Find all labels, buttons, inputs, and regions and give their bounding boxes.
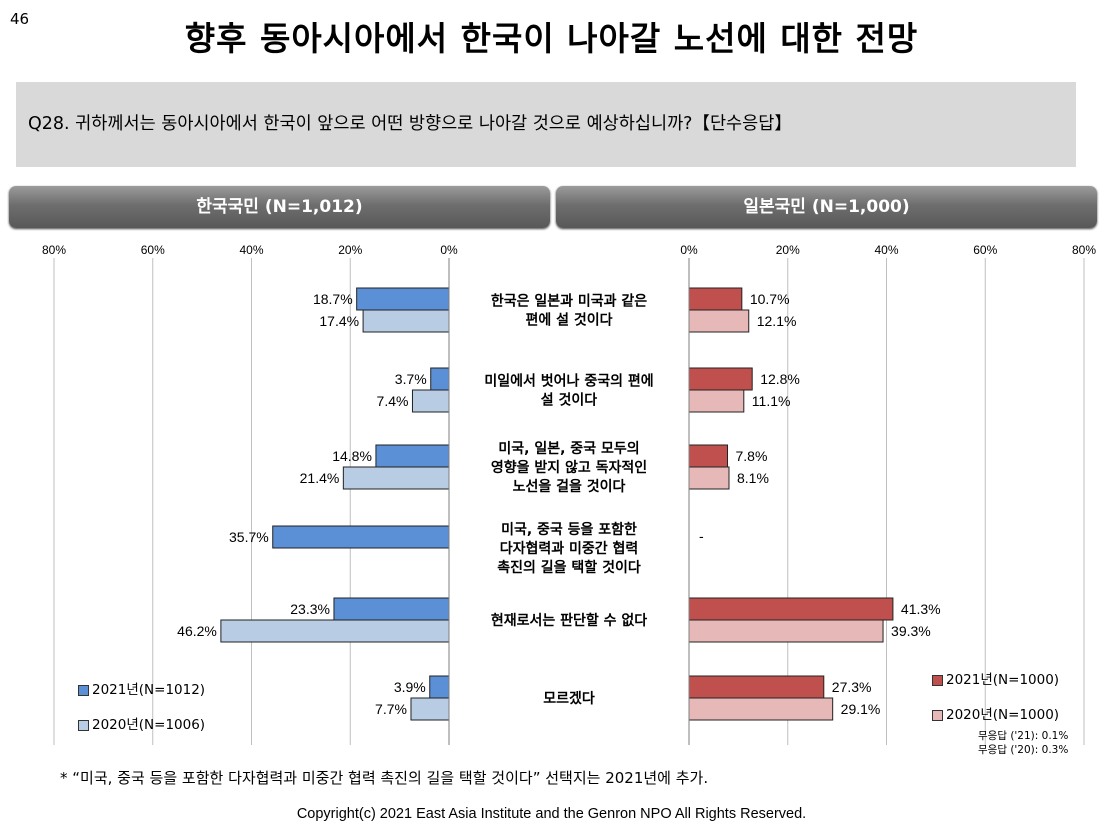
legend-label-japan-2020: 2020년(N=1000) bbox=[946, 707, 1060, 723]
category-label: 노선을 걸을 것이다 bbox=[513, 478, 626, 495]
data-label-japan-2020: 8.1% bbox=[737, 470, 769, 486]
bar-korea-2020 bbox=[220, 619, 450, 643]
legend-swatch-japan-2021 bbox=[932, 674, 943, 686]
data-label-japan-2020: 12.1% bbox=[757, 313, 797, 329]
bar-korea-2021 bbox=[375, 444, 450, 468]
tick-label-left: 40% bbox=[239, 243, 263, 257]
tick-label-left: 20% bbox=[338, 243, 362, 257]
data-label-japan-2020: 11.1% bbox=[752, 393, 791, 409]
data-label-korea-2020: 17.4% bbox=[319, 313, 359, 329]
category-label: 미국, 일본, 중국 모두의 bbox=[498, 440, 639, 457]
footnote: * “미국, 중국 등을 포함한 다자협력과 미중간 협력 촉진의 길을 택할 … bbox=[60, 769, 709, 787]
bar-korea-2021 bbox=[430, 367, 450, 391]
missing-value-label: - bbox=[699, 528, 704, 544]
category-label: 미국, 중국 등을 포함한 bbox=[501, 521, 637, 538]
tick-label-right: 0% bbox=[680, 243, 698, 257]
bar-korea-2021 bbox=[272, 525, 450, 549]
data-label-japan-2021: 10.7% bbox=[750, 291, 790, 307]
category-label: 미일에서 벗어나 중국의 편에 bbox=[484, 373, 653, 390]
legend-swatch-japan-2020 bbox=[932, 709, 943, 721]
data-label-japan-2021: 7.8% bbox=[736, 448, 768, 464]
data-label-korea-2021: 35.7% bbox=[229, 529, 269, 545]
question-box: Q28. 귀하께서는 동아시아에서 한국이 앞으로 어떤 방향으로 나아갈 것으… bbox=[16, 82, 1076, 167]
data-label-korea-2020: 21.4% bbox=[300, 470, 340, 486]
bar-japan-2020 bbox=[688, 697, 834, 721]
bar-japan-2020 bbox=[688, 466, 730, 490]
data-label-japan-2021: 27.3% bbox=[832, 679, 872, 695]
legend-korea-2021: 2021년(N=1012) bbox=[78, 678, 205, 698]
data-label-japan-2021: 12.8% bbox=[760, 371, 800, 387]
no-response-2020: 무응답 ('20): 0.3% bbox=[978, 744, 1069, 756]
tick-label-left: 0% bbox=[440, 243, 458, 257]
tick-label-right: 40% bbox=[874, 243, 898, 257]
bar-korea-2020 bbox=[362, 309, 450, 333]
bar-korea-2021 bbox=[356, 287, 450, 311]
data-label-korea-2021: 3.7% bbox=[395, 371, 427, 387]
page-number: 46 bbox=[10, 10, 30, 28]
category-label: 설 것이다 bbox=[541, 392, 598, 409]
data-label-japan-2021: 41.3% bbox=[901, 601, 941, 617]
legend-swatch-korea-2021 bbox=[78, 684, 89, 696]
tick-label-right: 20% bbox=[776, 243, 800, 257]
category-label: 모르겠다 bbox=[543, 690, 595, 707]
bar-japan-2021 bbox=[688, 287, 743, 311]
category-label: 현재로서는 판단할 수 없다 bbox=[491, 612, 647, 629]
korea-panel-title: 한국국민 (N=1,012) bbox=[9, 186, 550, 228]
bar-japan-2020 bbox=[688, 619, 884, 643]
tick-label-right: 60% bbox=[973, 243, 997, 257]
data-label-korea-2021: 23.3% bbox=[290, 601, 330, 617]
legend-label-korea-2021: 2021년(N=1012) bbox=[92, 682, 206, 698]
bar-japan-2021 bbox=[688, 367, 753, 391]
page-title: 향후 동아시아에서 한국이 나아갈 노선에 대한 전망 bbox=[184, 19, 919, 58]
bar-korea-2021 bbox=[333, 597, 450, 621]
legend-korea-2020: 2020년(N=1006) bbox=[78, 713, 205, 733]
data-label-korea-2020: 7.4% bbox=[377, 393, 409, 409]
data-label-korea-2020: 46.2% bbox=[177, 623, 217, 639]
data-label-japan-2020: 29.1% bbox=[841, 701, 881, 717]
data-label-korea-2021: 14.8% bbox=[332, 448, 372, 464]
data-label-korea-2020: 7.7% bbox=[375, 701, 407, 717]
data-label-korea-2021: 3.9% bbox=[394, 679, 426, 695]
category-label: 영향을 받지 않고 독자적인 bbox=[491, 459, 647, 476]
no-response-2021: 무응답 ('21): 0.1% bbox=[978, 730, 1069, 742]
tick-label-left: 80% bbox=[42, 243, 66, 257]
bar-japan-2021 bbox=[688, 675, 825, 699]
question-text: Q28. 귀하께서는 동아시아에서 한국이 앞으로 어떤 방향으로 나아갈 것으… bbox=[28, 114, 792, 134]
bar-japan-2020 bbox=[688, 389, 745, 413]
data-label-japan-2020: 39.3% bbox=[891, 623, 931, 639]
bar-korea-2020 bbox=[410, 697, 450, 721]
legend-japan-2021: 2021년(N=1000) bbox=[932, 668, 1059, 688]
copyright: Copyright(c) 2021 East Asia Institute an… bbox=[296, 806, 807, 822]
bar-japan-2021 bbox=[688, 444, 729, 468]
category-label: 다자협력과 미중간 협력 bbox=[500, 540, 639, 557]
category-label: 한국은 일본과 미국과 같은 bbox=[491, 293, 647, 310]
category-label: 촉진의 길을 택할 것이다 bbox=[497, 559, 641, 576]
data-label-korea-2021: 18.7% bbox=[313, 291, 353, 307]
legend-label-japan-2021: 2021년(N=1000) bbox=[946, 672, 1060, 688]
bar-korea-2020 bbox=[411, 389, 450, 413]
legend-japan-2020: 2020년(N=1000) bbox=[932, 703, 1059, 723]
bar-korea-2021 bbox=[429, 675, 450, 699]
tick-label-right: 80% bbox=[1072, 243, 1096, 257]
tick-label-left: 60% bbox=[141, 243, 165, 257]
bar-korea-2020 bbox=[342, 466, 450, 490]
legend-label-korea-2020: 2020년(N=1006) bbox=[92, 717, 206, 733]
bar-japan-2021 bbox=[688, 597, 894, 621]
category-label: 편에 설 것이다 bbox=[525, 312, 612, 329]
japan-panel-title: 일본국민 (N=1,000) bbox=[556, 186, 1097, 228]
legend-swatch-korea-2020 bbox=[78, 719, 89, 731]
bar-japan-2020 bbox=[688, 309, 750, 333]
